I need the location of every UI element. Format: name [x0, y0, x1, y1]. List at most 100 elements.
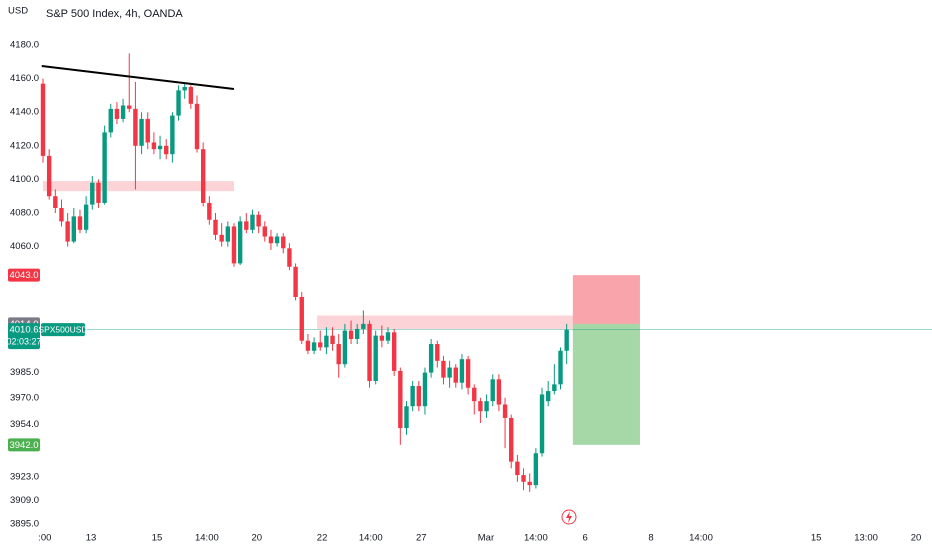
candle-body: [552, 384, 557, 392]
candle-body: [46, 155, 52, 197]
candle-body: [318, 342, 323, 348]
candle-body: [428, 344, 434, 373]
candle-body: [157, 145, 163, 150]
x-tick-label: Mar: [478, 533, 494, 544]
y-tick-label: 4120.0: [10, 140, 39, 151]
x-tick-label: 15: [811, 533, 822, 544]
candle-body: [453, 367, 458, 383]
candle-body: [207, 202, 212, 220]
candle-body: [77, 216, 83, 230]
y-tick-label: 3954.0: [10, 419, 39, 430]
candle-body: [145, 118, 150, 143]
candle-body: [410, 386, 415, 407]
y-tick-label: 4180.0: [10, 40, 39, 51]
candle-body: [151, 142, 157, 150]
y-tick-label: 4060.0: [10, 241, 39, 252]
price-tag: [8, 268, 40, 282]
candle-body: [342, 330, 348, 365]
x-tick-label: 15: [152, 533, 163, 544]
x-tick-label: 27: [416, 533, 427, 544]
candle-body: [237, 221, 243, 264]
candle-body: [281, 236, 286, 249]
candle-body: [65, 221, 70, 242]
candle-body: [502, 404, 508, 418]
y-tick-label: 4160.0: [10, 73, 39, 84]
candle-body: [108, 108, 113, 133]
x-tick-label: 13: [86, 533, 97, 544]
currency: USD: [8, 6, 28, 17]
chart-title: S&P 500 Index, 4h, OANDA: [46, 8, 183, 20]
candle-body: [90, 182, 95, 205]
candle-body: [127, 105, 132, 109]
candle-body: [398, 370, 403, 429]
candle-body: [355, 328, 360, 340]
candle-body: [391, 332, 397, 371]
candle-body: [213, 219, 218, 235]
candle-body: [256, 214, 261, 227]
candle-body: [459, 359, 465, 383]
price-tag-label: 4043.0: [9, 270, 38, 281]
x-tick-label: 13:00: [854, 533, 878, 544]
x-tick-label: 20: [911, 533, 922, 544]
candle-body: [139, 118, 144, 146]
candle-body: [287, 248, 292, 267]
candle-body: [539, 394, 545, 454]
x-tick-label: 14:00: [359, 533, 383, 544]
candle-body: [521, 475, 526, 482]
candle-body: [188, 87, 194, 104]
candle-body: [416, 386, 422, 407]
candle-body: [244, 221, 249, 230]
candle-body: [422, 372, 428, 407]
candle-body: [231, 226, 237, 264]
x-tick-label: 14:00: [524, 533, 548, 544]
candle-body: [435, 344, 440, 361]
candle-body: [120, 105, 126, 119]
candle-body: [102, 132, 107, 203]
symbol-tag: [41, 323, 85, 337]
candle-body: [348, 330, 354, 340]
x-tick-label: 14:00: [689, 533, 713, 544]
candle-body: [515, 461, 520, 476]
target-box: [572, 323, 640, 445]
y-tick-label: 3923.0: [10, 471, 39, 482]
candle-body: [465, 359, 471, 388]
y-tick-label: 3895.0: [10, 518, 39, 529]
candle-body: [225, 226, 231, 242]
candle-body: [527, 481, 532, 486]
stop-box: [572, 275, 640, 324]
x-tick-label: 22: [317, 533, 328, 544]
candle-body: [311, 342, 317, 351]
y-tick-label: 4140.0: [10, 107, 39, 118]
candle-body: [200, 149, 206, 203]
trendline: [41, 65, 235, 91]
y-tick-label: 3909.0: [10, 495, 39, 506]
x-tick-label: 20: [251, 533, 262, 544]
zone: [43, 181, 234, 192]
candle-body: [53, 196, 58, 208]
candle-body: [478, 401, 483, 412]
candle-body: [59, 207, 64, 222]
last-price-tag: [8, 323, 40, 350]
x-tick-label: :00: [38, 533, 51, 544]
countdown: 02:03:27: [6, 336, 41, 346]
candle-body: [441, 360, 446, 378]
candle-body: [472, 387, 477, 402]
candle-body: [176, 90, 181, 116]
alert-icon[interactable]: [561, 509, 577, 525]
last-price-label: 4010.6: [9, 325, 38, 336]
zone: [317, 315, 573, 329]
candle-body: [324, 335, 329, 348]
candle-body: [219, 234, 224, 242]
candle-body: [194, 103, 200, 150]
candle-body: [305, 340, 311, 351]
candle-body: [373, 335, 378, 382]
y-tick-label: 3985.0: [10, 367, 39, 378]
candle-body: [385, 332, 391, 341]
candle-body: [404, 406, 409, 429]
candle-body: [330, 335, 335, 345]
candle-body: [164, 145, 169, 155]
candle-body: [509, 417, 514, 462]
candle-body: [268, 236, 274, 244]
candle-body: [496, 379, 502, 405]
candle-body: [545, 391, 551, 402]
